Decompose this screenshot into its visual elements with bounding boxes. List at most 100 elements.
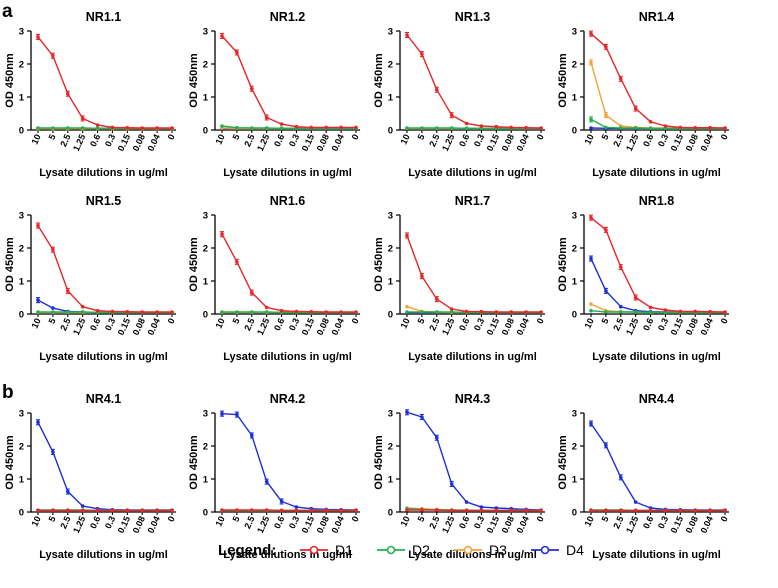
chart-8-x-tick-label: 10: [583, 317, 596, 330]
chart-11-y-tick-label: 3: [388, 409, 393, 420]
chart-11-x-tick-label: 2.5: [427, 515, 441, 531]
chart-12-title: NR4.4: [639, 392, 674, 406]
chart-10-series-d1-point: [279, 508, 284, 513]
chart-10-y-tick-label: 1: [203, 475, 209, 486]
chart-8-series-d2-point: [589, 308, 593, 313]
chart-5-series-d1-point: [155, 310, 159, 314]
chart-12-y-tick-label: 2: [572, 442, 577, 453]
legend-d4-marker: [540, 545, 550, 555]
chart-6-series-d2-point: [264, 310, 269, 314]
chart-12-x-tick-label: 0.15: [669, 515, 685, 535]
chart-8-series-d1-line: [590, 217, 726, 313]
chart-12-series-d4-point: [633, 500, 638, 504]
chart-4-series-d2-point: [648, 126, 653, 131]
chart-5-series-d2-point: [51, 310, 55, 314]
chart-9-x-tick-label: 0.08: [131, 515, 147, 535]
chart-3-series-d1-line: [406, 34, 542, 129]
chart-6-y-label: OD 450nm: [188, 237, 200, 292]
chart-7-series-d1-point: [524, 310, 528, 314]
chart-11-series-d4-point: [464, 500, 469, 504]
chart-4-x-tick-label: 2.5: [611, 133, 625, 149]
chart-2-series-d2-point: [250, 126, 254, 130]
chart-9-x-tick-label: 5: [47, 515, 58, 524]
chart-6-x-tick-label: 0: [350, 317, 361, 326]
chart-7-y-tick-label: 1: [388, 277, 394, 288]
chart-7-x-tick-label: 0.6: [457, 317, 471, 333]
legend: Legend: D1 D2 D3 D4: [218, 542, 584, 559]
chart-11-x-tick-label: 0.6: [457, 515, 471, 531]
chart-2-x-tick-label: 2.5: [242, 133, 256, 149]
chart-10-y-label: OD 450nm: [188, 435, 200, 490]
chart-3-x-tick-label: 10: [399, 133, 412, 146]
chart-5-series-d4-point: [51, 306, 55, 310]
chart-8-x-tick-label: 2.5: [611, 317, 625, 333]
chart-7-x-tick-label: 10: [399, 317, 412, 330]
chart-2-x-tick-label: 10: [214, 133, 227, 146]
chart-11-series-d1-point: [420, 508, 424, 512]
chart-11-x-tick-label: 0.15: [485, 515, 501, 535]
chart-2-series-d1-point: [279, 122, 284, 126]
chart-3-y-tick-label: 3: [388, 27, 393, 38]
chart-3-x-tick-label: 0.6: [457, 133, 471, 149]
chart-4-series-d1-point: [648, 120, 653, 124]
chart-5-series-d1-point: [140, 310, 144, 314]
chart-2-series-d1-line: [221, 35, 356, 129]
legend-d4-label: D4: [566, 542, 584, 558]
chart-4-x-tick-label: 0.04: [698, 133, 714, 153]
chart-12-series-d1-point: [604, 508, 608, 513]
chart-6-x-tick-label: 10: [214, 317, 227, 330]
chart-9-series-d1-point: [140, 508, 144, 513]
chart-6-series-d1-point: [264, 305, 269, 310]
chart-11-series-d4-point: [479, 505, 484, 509]
chart-11-series-d1-point: [494, 508, 499, 513]
chart-7-series-d1-point: [509, 310, 513, 314]
chart-10-series-d1-point: [250, 508, 254, 512]
chart-12-y-tick-label: 3: [572, 409, 577, 420]
chart-2-series-d1-point: [354, 125, 358, 130]
chart-8-y-tick-label: 1: [572, 277, 578, 288]
chart-9-series-d1-point: [110, 508, 115, 513]
chart-4-y-tick-label: 3: [572, 27, 577, 38]
chart-2-y-tick-label: 0: [203, 126, 208, 137]
chart-3-x-tick-label: 1.25: [440, 133, 456, 153]
legend-d2-marker: [386, 545, 396, 555]
chart-10-x-tick-label: 10: [214, 515, 227, 528]
chart-3-x-tick-label: 0.3: [472, 133, 486, 149]
chart-7-title: NR1.7: [455, 194, 490, 208]
chart-12-x-tick-label: 0.6: [641, 515, 655, 531]
chart-7-series-d1-point: [449, 307, 454, 311]
chart-4-series-d1-point: [708, 125, 712, 130]
chart-1-x-tick-label: 0.08: [131, 133, 147, 153]
chart-3-series-d2-point: [464, 126, 469, 131]
chart-1-x-label: Lysate dilutions in ug/ml: [39, 167, 168, 179]
chart-8-series-d1-point: [678, 309, 683, 314]
chart-11-x-tick-label: 0.3: [472, 515, 486, 531]
chart-5-x-tick-label: 10: [30, 317, 43, 330]
chart-4-series-d3-line: [590, 62, 725, 130]
chart-10-y-tick-label: 3: [203, 409, 208, 420]
chart-6-x-tick-label: 0.08: [315, 317, 331, 337]
chart-12-series-d1-point: [633, 508, 638, 513]
chart-10-x-tick-label: 0.15: [300, 515, 316, 535]
chart-6-x-tick-label: 0.04: [329, 317, 345, 337]
chart-12-series-d1-point: [708, 508, 712, 513]
chart-5-x-tick-label: 2.5: [58, 317, 72, 333]
chart-7-y-label: OD 450nm: [373, 237, 385, 292]
chart-4-series-d4-point: [589, 126, 593, 130]
chart-12-series-d1-point: [723, 508, 727, 513]
chart-2-series-d1-point: [294, 124, 299, 129]
chart-2-series-d1-point: [339, 125, 343, 130]
chart-6-series-d1-point: [324, 310, 329, 314]
chart-1-y-tick-label: 0: [19, 126, 24, 137]
chart-11-series-d1-point: [479, 508, 484, 513]
chart-2-y-tick-label: 2: [203, 60, 208, 71]
chart-8-series-d2-line: [590, 310, 725, 314]
chart-6-x-tick-label: 5: [231, 317, 242, 326]
chart-9-x-label: Lysate dilutions in ug/ml: [39, 549, 168, 561]
chart-4-series-d1-line: [590, 33, 726, 129]
chart-4-x-tick-label: 10: [583, 133, 596, 146]
chart-7-series-d1-point: [479, 309, 484, 314]
